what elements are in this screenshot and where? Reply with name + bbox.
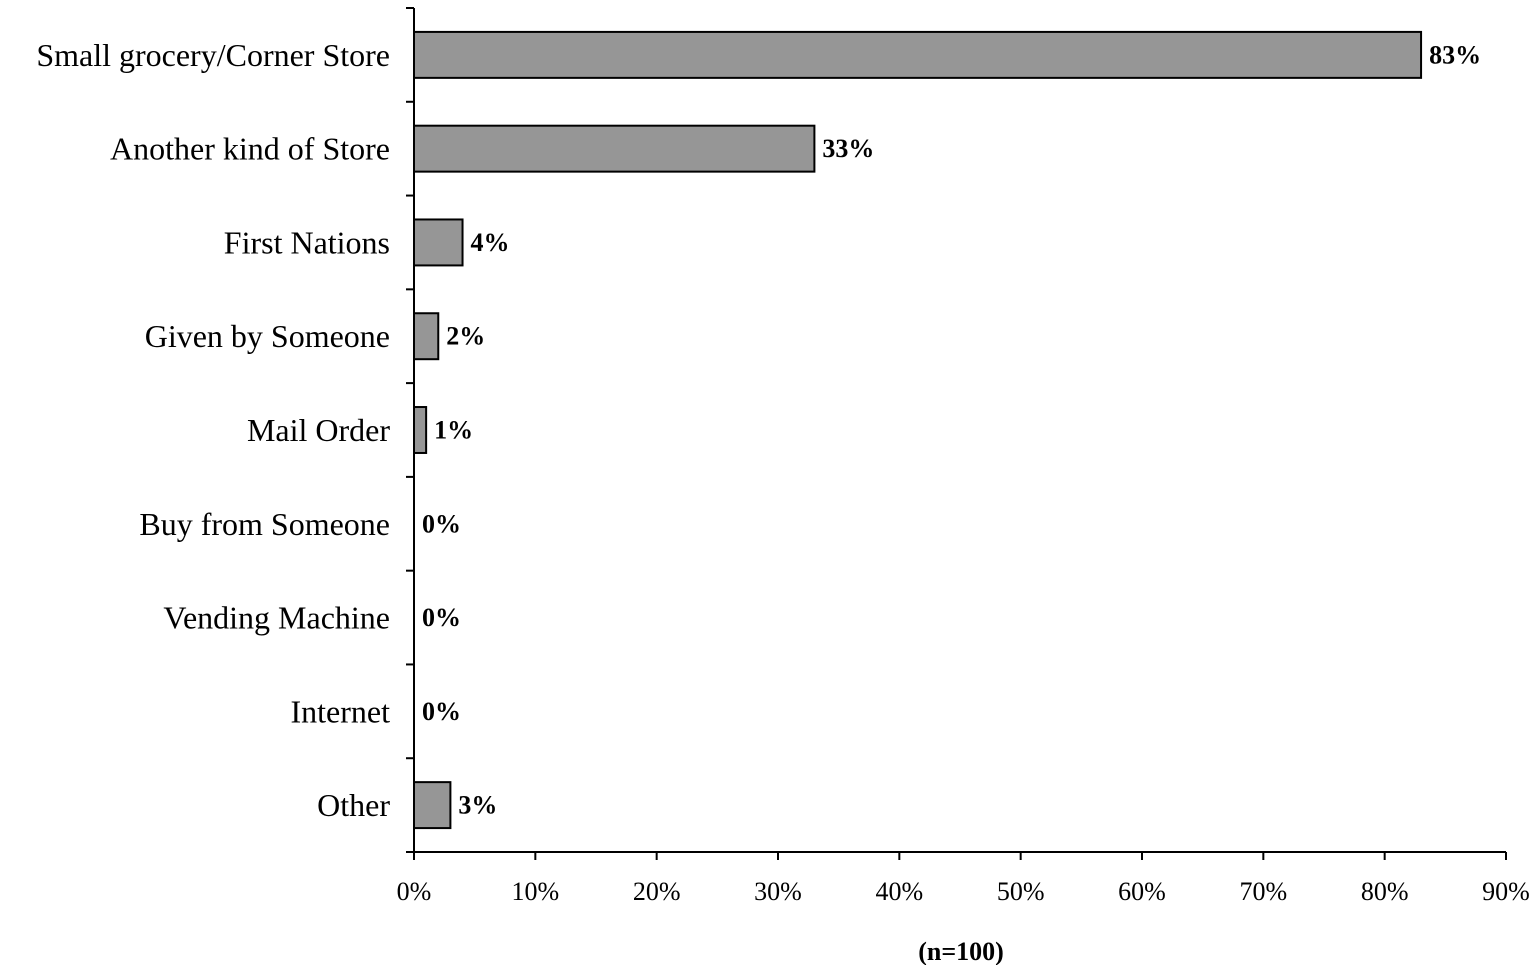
category-label-vending-machine: Vending Machine (163, 600, 390, 636)
x-tick-label: 0% (397, 877, 432, 906)
value-label-first-nations: 4% (471, 228, 510, 257)
x-tick-label: 30% (754, 877, 802, 906)
bar-first-nations (414, 219, 463, 265)
value-label-mail-order: 1% (434, 416, 473, 445)
bar-other (414, 782, 450, 828)
bar-given-by-someone (414, 313, 438, 359)
value-label-internet: 0% (422, 697, 461, 726)
value-label-another-kind-of-store: 33% (822, 134, 874, 163)
category-label-first-nations: First Nations (224, 224, 390, 260)
x-tick-label: 20% (633, 877, 681, 906)
category-label-given-by-someone: Given by Someone (145, 318, 390, 354)
value-label-small-grocery-corner-store: 83% (1429, 40, 1481, 69)
x-tick-label: 80% (1361, 877, 1409, 906)
x-tick-label: 10% (511, 877, 559, 906)
category-label-internet: Internet (291, 693, 391, 729)
category-label-other: Other (317, 787, 390, 823)
category-label-buy-from-someone: Buy from Someone (139, 506, 390, 542)
category-label-small-grocery-corner-store: Small grocery/Corner Store (36, 37, 390, 73)
x-tick-label: 60% (1118, 877, 1166, 906)
x-tick-label: 70% (1239, 877, 1287, 906)
value-label-buy-from-someone: 0% (422, 509, 461, 538)
bar-another-kind-of-store (414, 126, 814, 172)
category-label-mail-order: Mail Order (247, 412, 390, 448)
value-label-vending-machine: 0% (422, 603, 461, 632)
x-tick-label: 90% (1482, 877, 1530, 906)
value-label-given-by-someone: 2% (446, 322, 485, 351)
x-axis-title: (n=100) (918, 937, 1004, 965)
bar-mail-order (414, 407, 426, 453)
bars-layer (414, 32, 1421, 828)
category-label-another-kind-of-store: Another kind of Store (110, 131, 390, 167)
x-tick-label: 40% (875, 877, 923, 906)
value-label-other: 3% (458, 791, 497, 820)
x-tick-label: 50% (997, 877, 1045, 906)
bar-small-grocery-corner-store (414, 32, 1421, 78)
